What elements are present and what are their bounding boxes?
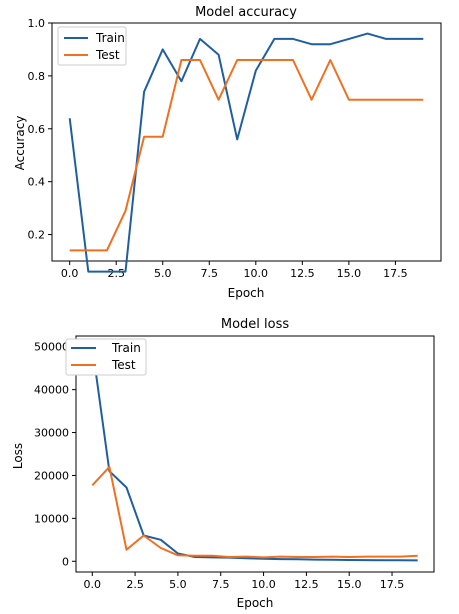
loss-y-tick-label: 10000 <box>34 512 69 525</box>
loss-legend: Train Test <box>65 338 147 376</box>
loss-x-tick-label: 2.5 <box>126 578 144 591</box>
accuracy-x-tick-label: 12.5 <box>290 267 315 280</box>
accuracy-plot-area: 0.0 2.5 5.0 7.5 10.0 12.5 15.0 17.5 0.2 0.4 0.6 0.8… <box>28 17 442 280</box>
accuracy-x-tick-label: 10.0 <box>244 267 269 280</box>
accuracy-legend-test-label: Test <box>95 48 120 62</box>
accuracy-series-line-test <box>69 59 424 252</box>
loss-y-tick-label: 0 <box>62 555 69 568</box>
loss-y-tick-label: 40000 <box>34 384 69 397</box>
accuracy-x-tick-label: 5.0 <box>154 267 172 280</box>
loss-chart-title: Model loss <box>221 317 290 332</box>
accuracy-y-tick-label: 1.0 <box>28 17 46 30</box>
accuracy-x-tick-label: 15.0 <box>337 267 362 280</box>
accuracy-series-line-train <box>68 32 424 273</box>
accuracy-chart: Model accuracy 0.0 2.5 5.0 7.5 10.0 12.5 15.0 1… <box>13 5 442 300</box>
accuracy-y-tick-label: 0.4 <box>28 176 46 189</box>
accuracy-x-tick-label: 7.5 <box>201 267 219 280</box>
loss-series-line-test <box>91 465 418 559</box>
accuracy-x-tick-label: 0.0 <box>61 267 79 280</box>
loss-x-tick-label: 7.5 <box>212 578 230 591</box>
accuracy-x-axis-label: Epoch <box>228 286 265 300</box>
loss-series-line-train <box>91 346 418 562</box>
loss-x-axis-label: Epoch <box>237 596 274 610</box>
loss-y-tick-label: 50000 <box>34 341 69 354</box>
accuracy-axes-frame <box>51 22 442 262</box>
loss-y-axis-label: Loss <box>11 443 25 469</box>
accuracy-y-axis-label: Accuracy <box>13 116 27 171</box>
accuracy-y-tick-label: 0.8 <box>28 70 46 83</box>
loss-y-tick-label: 20000 <box>34 469 69 482</box>
loss-x-tick-label: 15.0 <box>337 578 362 591</box>
loss-plot-area: 0.0 2.5 5.0 7.5 10.0 12.5 15.0 17.5 0 10000 20000 3… <box>34 335 435 591</box>
accuracy-y-tick-label: 0.2 <box>28 229 46 242</box>
loss-x-tick-label: 12.5 <box>294 578 319 591</box>
loss-x-tick-label: 0.0 <box>84 578 102 591</box>
loss-x-tick-label: 10.0 <box>251 578 276 591</box>
accuracy-x-tick-label: 2.5 <box>107 267 125 280</box>
accuracy-chart-title: Model accuracy <box>195 5 297 20</box>
loss-x-tick-label: 17.5 <box>380 578 405 591</box>
accuracy-y-tick-label: 0.6 <box>28 123 46 136</box>
accuracy-legend-train-label: Train <box>95 31 125 45</box>
loss-x-tick-label: 5.0 <box>169 578 187 591</box>
loss-legend-test-label: Test <box>111 358 136 372</box>
accuracy-legend: Train Test <box>57 26 127 66</box>
accuracy-x-tick-label: 17.5 <box>383 267 408 280</box>
loss-chart: Model loss 0.0 2.5 5.0 7.5 10.0 12.5 15.0 17.50… <box>11 317 435 610</box>
loss-axes-frame <box>75 335 435 573</box>
loss-legend-train-label: Train <box>111 341 141 355</box>
loss-y-tick-label: 30000 <box>34 427 69 440</box>
